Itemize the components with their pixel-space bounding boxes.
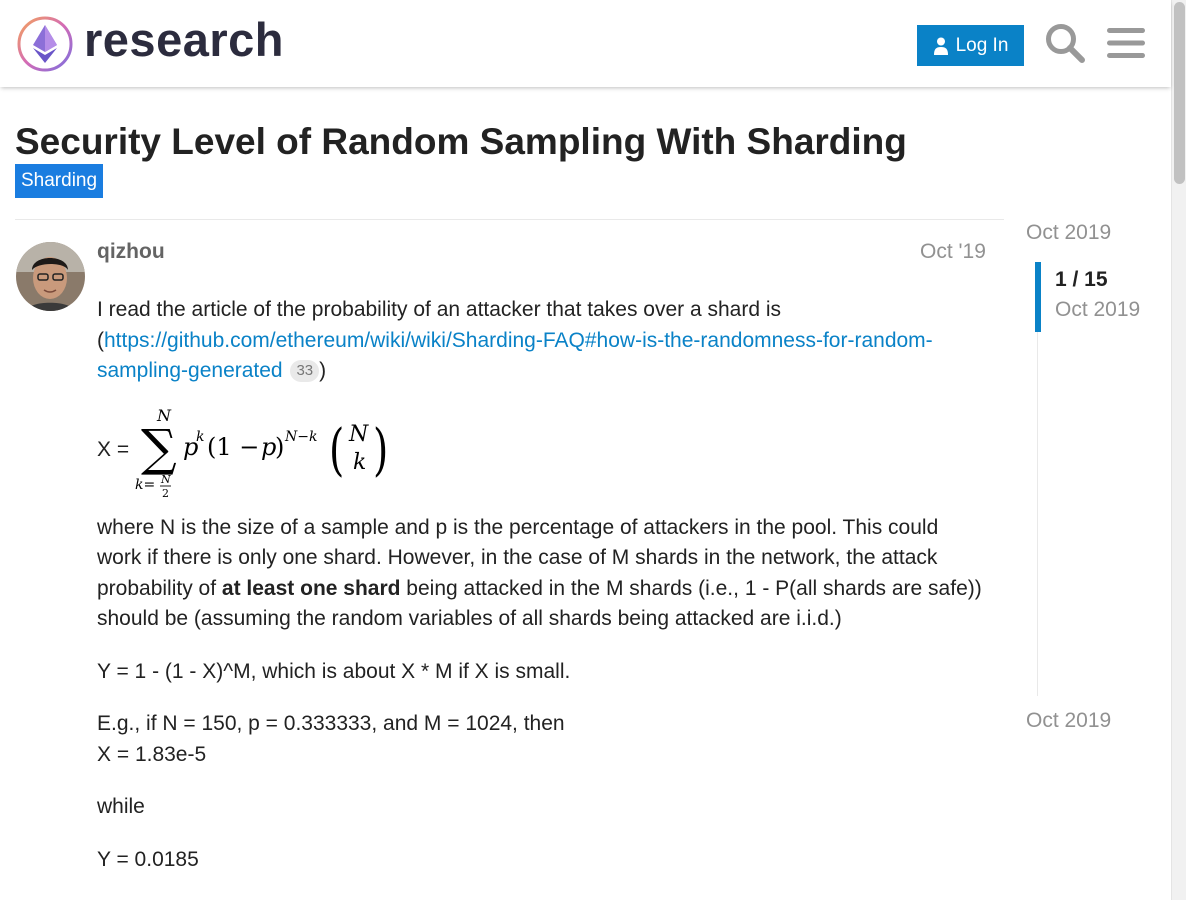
sharding-faq-link[interactable]: https://github.com/ethereum/wiki/wiki/Sh… [97, 328, 933, 383]
link-click-count: 33 [290, 360, 320, 382]
user-avatar-icon [16, 242, 85, 311]
post-paragraph-4: E.g., if N = 150, p = 0.333333, and M = … [97, 709, 987, 770]
svg-text:N: N [160, 473, 171, 486]
user-icon [933, 37, 948, 55]
svg-text:k: k [353, 450, 366, 475]
post-body: I read the article of the probability of… [97, 295, 987, 897]
topic-title[interactable]: Security Level of Random Sampling With S… [15, 121, 907, 162]
svg-text:): ) [275, 433, 284, 461]
title-divider [15, 219, 1004, 220]
post-date[interactable]: Oct '19 [920, 240, 986, 263]
svg-text:(1 −: (1 − [207, 433, 259, 461]
timeline-handle[interactable] [1035, 262, 1041, 332]
intro-end-text: ) [319, 359, 327, 382]
login-button[interactable]: Log In [917, 25, 1024, 66]
search-icon[interactable] [1044, 22, 1086, 64]
para4-line2: X = 1.83e-5 [97, 742, 207, 766]
svg-text:p: p [183, 433, 198, 461]
formula-block: X = N ∑ k= N 2 p k (1 − p ) N−k ( N k ) [97, 401, 987, 501]
para4-line1: E.g., if N = 150, p = 0.333333, and M = … [97, 712, 565, 735]
svg-text:k: k [196, 429, 204, 445]
svg-text:N: N [156, 406, 172, 425]
post-username[interactable]: qizhou [97, 240, 165, 263]
svg-text:): ) [373, 418, 388, 483]
login-label: Log In [955, 34, 1009, 56]
binomial-sum-formula-image: N ∑ k= N 2 p k (1 − p ) N−k ( N k ) [135, 406, 388, 499]
hamburger-menu-icon[interactable] [1107, 25, 1145, 61]
timeline-end-date[interactable]: Oct 2019 [1026, 709, 1112, 732]
avatar[interactable] [16, 242, 85, 311]
page-scrollbar[interactable] [1171, 0, 1186, 900]
timeline-start-date[interactable]: Oct 2019 [1026, 221, 1112, 244]
timeline-position-date: Oct 2019 [1055, 298, 1141, 321]
post-paragraph-3: Y = 1 - (1 - X)^M, which is about X * M … [97, 659, 571, 683]
logo-text[interactable]: research [84, 13, 284, 66]
timeline-position[interactable]: 1 / 15 [1055, 268, 1108, 291]
intro-text: I read the article of the probability of… [97, 298, 782, 352]
para2-bold-text: at least one shard [221, 576, 401, 600]
para2-text-a: where N is the size of a sample and p is… [97, 515, 939, 600]
svg-text:N: N [348, 422, 369, 447]
svg-text:k=: k= [135, 477, 155, 493]
svg-text:∑: ∑ [141, 419, 177, 477]
post-paragraph-6: Y = 0.0185 [97, 847, 199, 871]
timeline-track[interactable] [1037, 262, 1038, 696]
site-header: research Log In [0, 0, 1171, 87]
svg-text:(: ( [329, 418, 344, 483]
svg-text:2: 2 [162, 487, 169, 499]
formula-prefix: X = [97, 438, 130, 462]
svg-text:p: p [261, 433, 276, 461]
post-paragraph-5: while [97, 795, 145, 818]
post-paragraph-2: where N is the size of a sample and p is… [97, 513, 987, 635]
para2-text-b: being attacked in the M shards (i.e., 1 … [97, 576, 982, 631]
category-badge[interactable]: Sharding [15, 164, 104, 198]
scrollbar-thumb[interactable] [1174, 2, 1185, 184]
post-paragraph-intro: I read the article of the probability of… [97, 295, 987, 387]
svg-text:N−k: N−k [284, 429, 317, 445]
research-logo-icon[interactable] [16, 15, 74, 73]
